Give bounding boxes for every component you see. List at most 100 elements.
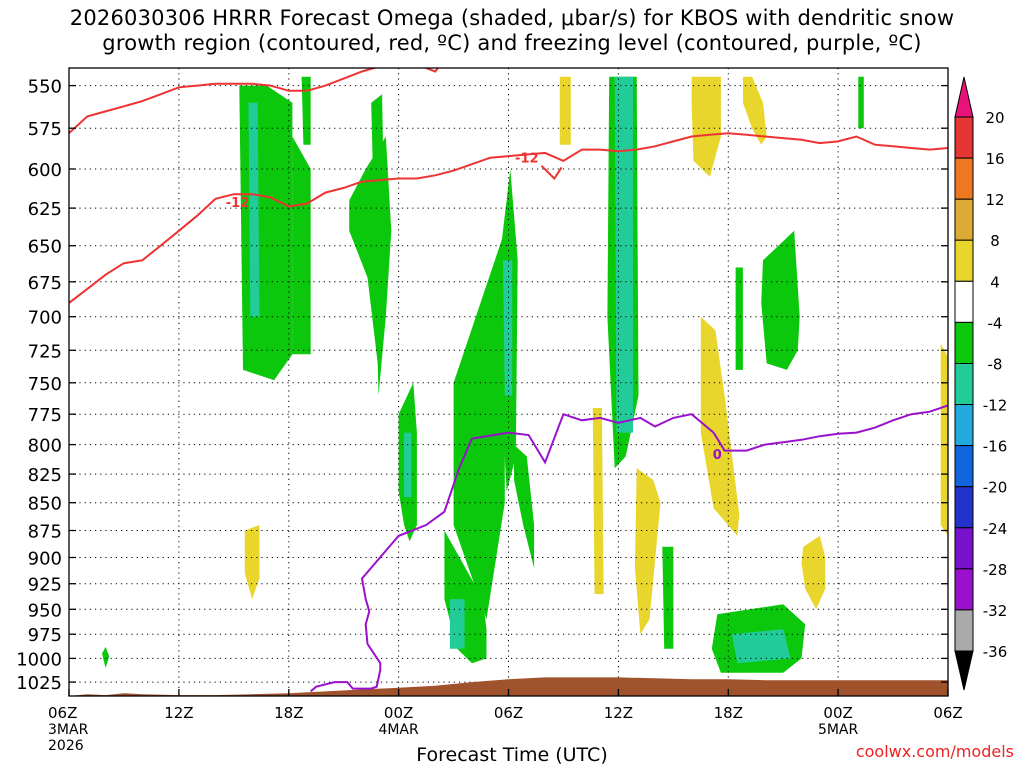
colorbar-label-8: -16 [983, 438, 1008, 456]
omega-region-1 [248, 102, 260, 317]
colorbar-label-1: 16 [985, 150, 1004, 168]
y-tick-label-1000: 1000 [16, 649, 62, 670]
colorbar-band-11 [954, 568, 974, 611]
x-tick-label-3: 00Z [384, 704, 413, 722]
y-tick-label-550: 550 [28, 77, 62, 98]
colorbar-label-0: 20 [985, 109, 1004, 127]
colorbar-label-7: -12 [983, 397, 1008, 415]
dendritic-contour-1 [69, 132, 948, 304]
omega-region-24 [559, 76, 571, 145]
colorbar-label-9: -20 [983, 479, 1008, 497]
x-tick-label-7: 00Z [823, 704, 852, 722]
omega-region-31 [940, 343, 948, 536]
omega-region-15 [614, 76, 633, 433]
omega-region-5 [371, 94, 386, 396]
x-tick-label-5: 12Z [604, 704, 633, 722]
y-tick-label-675: 675 [28, 273, 62, 294]
omega-region-21 [858, 76, 864, 129]
contour-label-0: -12 [226, 196, 250, 211]
colorbar-band-10 [954, 527, 974, 570]
colorbar-band-1 [954, 157, 974, 200]
x-tick-label-0: 06Z [48, 704, 77, 722]
omega-shading-layer [102, 76, 948, 673]
contour-layer [69, 68, 948, 693]
dendritic-contour-0 [69, 68, 440, 134]
colorbar: 20 16 12 8 4 -4 -8 -12 -16 -20 -24 -28 -32 -36 [954, 76, 1008, 691]
axes-layer: 550 575 600 625 650 675 700 725 750 775 800 825 850 8… [16, 77, 963, 754]
y-tick-label-800: 800 [28, 436, 62, 457]
x-tick-label-1: 12Z [164, 704, 193, 722]
x-tick-sublabel-0-0: 3MAR [48, 722, 89, 738]
x-tick-sublabel-3-0: 4MAR [378, 722, 419, 738]
colorbar-band-12 [954, 609, 974, 652]
x-tick-sublabel-0-1: 2026 [48, 738, 84, 754]
omega-region-3 [301, 76, 311, 145]
dendritic-contour-2 [540, 165, 563, 181]
omega-region-10 [453, 230, 505, 620]
colorbar-label-13: -36 [983, 643, 1008, 661]
colorbar-label-2: 12 [985, 191, 1004, 209]
omega-region-9 [449, 599, 465, 649]
omega-region-22 [102, 646, 110, 668]
colorbar-label-11: -28 [983, 561, 1008, 579]
y-tick-label-825: 825 [28, 465, 62, 486]
omega-region-20 [731, 629, 791, 664]
colorbar-band-0 [954, 116, 974, 159]
y-tick-label-775: 775 [28, 405, 62, 426]
y-tick-label-975: 975 [28, 625, 62, 646]
colorbar-label-5: -4 [988, 314, 1003, 332]
colorbar-bottom-triangle [954, 650, 974, 691]
x-tick-sublabel-7-0: 5MAR [818, 722, 859, 738]
colorbar-band-3 [954, 239, 974, 282]
x-axis-label: Forecast Time (UTC) [416, 744, 608, 766]
y-tick-label-650: 650 [28, 237, 62, 258]
omega-region-26 [634, 468, 661, 635]
y-tick-label-900: 900 [28, 549, 62, 570]
contour-label-1: -12 [515, 152, 539, 167]
site-credit: coolwx.com/models [855, 742, 1014, 761]
grid-layer [69, 68, 948, 696]
y-tick-label-700: 700 [28, 308, 62, 329]
x-tick-label-4: 06Z [494, 704, 523, 722]
colorbar-label-6: -8 [988, 356, 1003, 374]
omega-region-0 [239, 85, 293, 381]
colorbar-band-5 [954, 321, 974, 364]
omega-region-12 [503, 260, 513, 396]
colorbar-label-10: -24 [983, 520, 1008, 538]
y-tick-label-1025: 1025 [16, 673, 62, 694]
omega-region-17 [735, 267, 743, 370]
y-tick-label-750: 750 [28, 374, 62, 395]
omega-region-28 [700, 316, 740, 536]
x-tick-label-8: 06Z [933, 704, 962, 722]
y-tick-label-875: 875 [28, 522, 62, 543]
colorbar-band-8 [954, 445, 974, 488]
y-tick-label-625: 625 [28, 199, 62, 220]
y-tick-label-925: 925 [28, 575, 62, 596]
contour-label-layer: -12 -12 0 [226, 152, 722, 463]
y-tick-label-600: 600 [28, 160, 62, 181]
colorbar-top-triangle [954, 76, 974, 118]
omega-region-2 [292, 136, 311, 355]
colorbar-label-3: 8 [990, 232, 1000, 250]
omega-region-25 [592, 408, 604, 594]
colorbar-band-2 [954, 198, 974, 241]
colorbar-band-9 [954, 486, 974, 529]
chart-title-line2: growth region (contoured, red, ºC) and f… [102, 31, 922, 55]
omega-region-18 [761, 230, 800, 370]
colorbar-label-4: 4 [990, 273, 1000, 291]
y-tick-label-575: 575 [28, 119, 62, 140]
colorbar-label-12: -32 [983, 602, 1008, 620]
omega-region-23 [244, 525, 260, 600]
x-tick-label-6: 18Z [714, 704, 743, 722]
omega-region-7 [404, 432, 412, 497]
y-tick-label-725: 725 [28, 341, 62, 362]
chart-title: 2026030306 HRRR Forecast Omega (shaded, … [0, 6, 1024, 56]
colorbar-band-7 [954, 404, 974, 447]
x-tick-label-2: 18Z [274, 704, 303, 722]
colorbar-band-4 [954, 280, 974, 323]
chart-title-line1: 2026030306 HRRR Forecast Omega (shaded, … [69, 6, 955, 30]
colorbar-band-6 [954, 363, 974, 406]
omega-region-27 [691, 76, 721, 177]
freezing-level-contour [310, 404, 948, 693]
y-tick-label-850: 850 [28, 494, 62, 515]
